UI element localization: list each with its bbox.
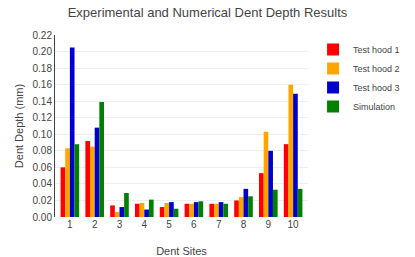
- svg-text:Dent Depth (mm): Dent Depth (mm): [13, 84, 25, 168]
- svg-text:0.16: 0.16: [33, 79, 53, 90]
- svg-text:9: 9: [266, 219, 272, 230]
- svg-text:0.14: 0.14: [33, 96, 53, 107]
- svg-text:8: 8: [241, 219, 247, 230]
- svg-text:3: 3: [117, 219, 123, 230]
- svg-text:0.22: 0.22: [33, 30, 53, 41]
- svg-text:5: 5: [166, 219, 172, 230]
- svg-text:2: 2: [92, 219, 98, 230]
- svg-text:0.08: 0.08: [33, 145, 53, 156]
- svg-text:1: 1: [67, 219, 73, 230]
- svg-text:0.06: 0.06: [33, 162, 53, 173]
- svg-text:Test hood 1: Test hood 1: [353, 45, 400, 55]
- svg-text:0.12: 0.12: [33, 112, 53, 123]
- svg-text:Test hood 2: Test hood 2: [353, 64, 400, 74]
- svg-text:0.18: 0.18: [33, 63, 53, 74]
- svg-text:10: 10: [288, 219, 300, 230]
- svg-text:0.20: 0.20: [33, 46, 53, 57]
- svg-text:Dent Sites: Dent Sites: [156, 245, 207, 257]
- svg-text:4: 4: [142, 219, 148, 230]
- svg-text:0.10: 0.10: [33, 129, 53, 140]
- svg-text:7: 7: [216, 219, 222, 230]
- svg-text:Simulation: Simulation: [353, 102, 395, 112]
- svg-text:0.02: 0.02: [33, 195, 53, 206]
- svg-text:0.00: 0.00: [33, 212, 53, 223]
- svg-text:Experimental and Numerical Den: Experimental and Numerical Dent Depth Re…: [68, 5, 348, 20]
- svg-text:6: 6: [191, 219, 197, 230]
- svg-text:0.04: 0.04: [33, 178, 53, 189]
- svg-text:Test hood 3: Test hood 3: [353, 83, 400, 93]
